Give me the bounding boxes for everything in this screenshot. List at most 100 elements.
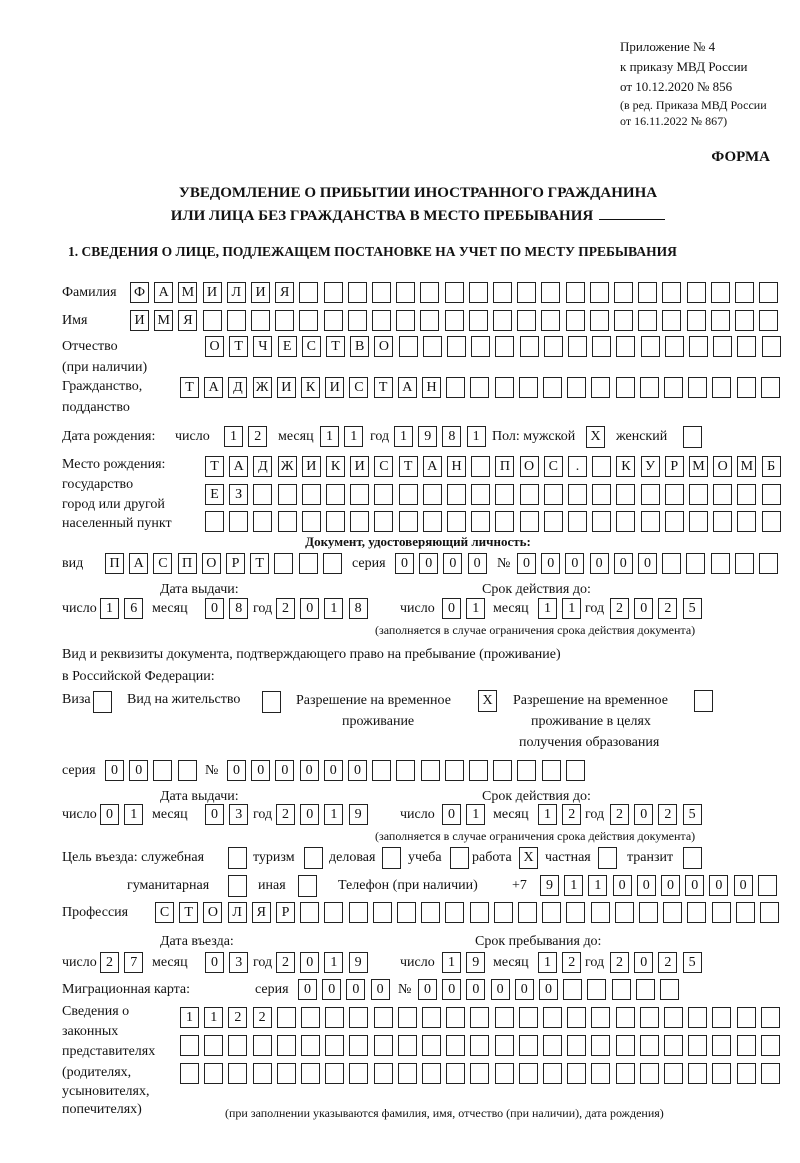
char-box[interactable]: [639, 1035, 659, 1056]
char-box[interactable]: [687, 902, 707, 923]
char-box[interactable]: 0: [612, 875, 632, 896]
char-box[interactable]: Н: [447, 456, 466, 477]
char-box[interactable]: [420, 310, 440, 331]
char-box[interactable]: Д: [253, 456, 273, 477]
char-box[interactable]: [592, 336, 612, 357]
char-box[interactable]: [543, 1063, 562, 1084]
char-box[interactable]: [760, 377, 780, 398]
char-box[interactable]: [253, 484, 273, 505]
char-box[interactable]: А: [397, 377, 417, 398]
char-box[interactable]: А: [129, 553, 149, 574]
char-box[interactable]: [493, 310, 512, 331]
char-box[interactable]: [760, 1063, 780, 1084]
char-box[interactable]: 1: [538, 598, 557, 619]
char-box[interactable]: Т: [398, 456, 418, 477]
char-box[interactable]: [323, 310, 343, 331]
char-box[interactable]: [638, 282, 658, 303]
char-box[interactable]: 0: [565, 553, 585, 574]
char-box[interactable]: [277, 511, 297, 532]
char-box[interactable]: [713, 484, 733, 505]
char-box[interactable]: 0: [442, 804, 461, 825]
char-box[interactable]: [301, 1007, 320, 1028]
char-box[interactable]: [689, 511, 708, 532]
char-box[interactable]: [734, 553, 754, 574]
char-box[interactable]: [325, 1063, 345, 1084]
purpose-business-checkbox[interactable]: [382, 847, 401, 869]
char-box[interactable]: Ж: [252, 377, 272, 398]
char-box[interactable]: [494, 1035, 514, 1056]
char-box[interactable]: А: [204, 377, 224, 398]
char-box[interactable]: [614, 310, 633, 331]
purpose-humanitarian-checkbox[interactable]: [228, 875, 247, 897]
char-box[interactable]: 1: [442, 952, 461, 973]
purpose-tourism-checkbox[interactable]: [304, 847, 323, 869]
char-box[interactable]: [397, 1035, 417, 1056]
char-box[interactable]: Т: [180, 377, 199, 398]
char-box[interactable]: 0: [634, 804, 654, 825]
char-box[interactable]: [518, 377, 538, 398]
residence-permit-checkbox[interactable]: [262, 691, 281, 713]
char-box[interactable]: [565, 282, 585, 303]
char-box[interactable]: И: [276, 377, 296, 398]
char-box[interactable]: [275, 310, 295, 331]
char-box[interactable]: Р: [276, 902, 295, 923]
char-box[interactable]: 0: [490, 979, 510, 1000]
char-box[interactable]: 0: [395, 553, 414, 574]
char-box[interactable]: [372, 282, 391, 303]
char-box[interactable]: М: [178, 282, 198, 303]
char-box[interactable]: [519, 336, 539, 357]
char-box[interactable]: [468, 282, 488, 303]
char-box[interactable]: [611, 979, 631, 1000]
char-box[interactable]: [470, 1035, 490, 1056]
sex-female-checkbox[interactable]: [683, 426, 702, 448]
visa-checkbox[interactable]: [93, 691, 112, 713]
char-box[interactable]: [276, 1063, 296, 1084]
char-box[interactable]: 0: [514, 979, 534, 1000]
char-box[interactable]: [494, 1063, 514, 1084]
char-box[interactable]: И: [301, 456, 321, 477]
char-box[interactable]: [760, 902, 779, 923]
char-box[interactable]: [323, 282, 343, 303]
char-box[interactable]: Т: [179, 902, 199, 923]
char-box[interactable]: [638, 310, 658, 331]
char-box[interactable]: [444, 760, 464, 781]
char-box[interactable]: С: [155, 902, 174, 923]
char-box[interactable]: Т: [326, 336, 345, 357]
purpose-transit-checkbox[interactable]: [683, 847, 702, 869]
char-box[interactable]: [420, 760, 440, 781]
char-box[interactable]: Т: [373, 377, 393, 398]
char-box[interactable]: К: [301, 377, 320, 398]
char-box[interactable]: [229, 511, 249, 532]
char-box[interactable]: [444, 310, 464, 331]
char-box[interactable]: [493, 282, 512, 303]
char-box[interactable]: [349, 1007, 369, 1028]
char-box[interactable]: [566, 902, 586, 923]
char-box[interactable]: [276, 1035, 296, 1056]
char-box[interactable]: 0: [251, 760, 271, 781]
char-box[interactable]: [736, 1063, 756, 1084]
char-box[interactable]: 0: [346, 979, 366, 1000]
char-box[interactable]: [614, 902, 634, 923]
char-box[interactable]: 0: [541, 553, 561, 574]
char-box[interactable]: З: [229, 484, 249, 505]
char-box[interactable]: [350, 484, 370, 505]
char-box[interactable]: 1: [538, 952, 557, 973]
char-box[interactable]: [591, 1007, 611, 1028]
char-box[interactable]: 0: [709, 875, 729, 896]
char-box[interactable]: Н: [422, 377, 441, 398]
char-box[interactable]: [639, 902, 658, 923]
char-box[interactable]: [541, 310, 561, 331]
char-box[interactable]: 9: [540, 875, 559, 896]
char-box[interactable]: [325, 1035, 345, 1056]
char-box[interactable]: [757, 875, 777, 896]
char-box[interactable]: [664, 484, 684, 505]
char-box[interactable]: А: [422, 456, 442, 477]
char-box[interactable]: У: [640, 456, 660, 477]
char-box[interactable]: [322, 553, 342, 574]
char-box[interactable]: [205, 511, 224, 532]
char-box[interactable]: [737, 511, 757, 532]
char-box[interactable]: [445, 902, 465, 923]
char-box[interactable]: [471, 336, 491, 357]
char-box[interactable]: 1: [344, 426, 364, 447]
char-box[interactable]: [541, 282, 561, 303]
